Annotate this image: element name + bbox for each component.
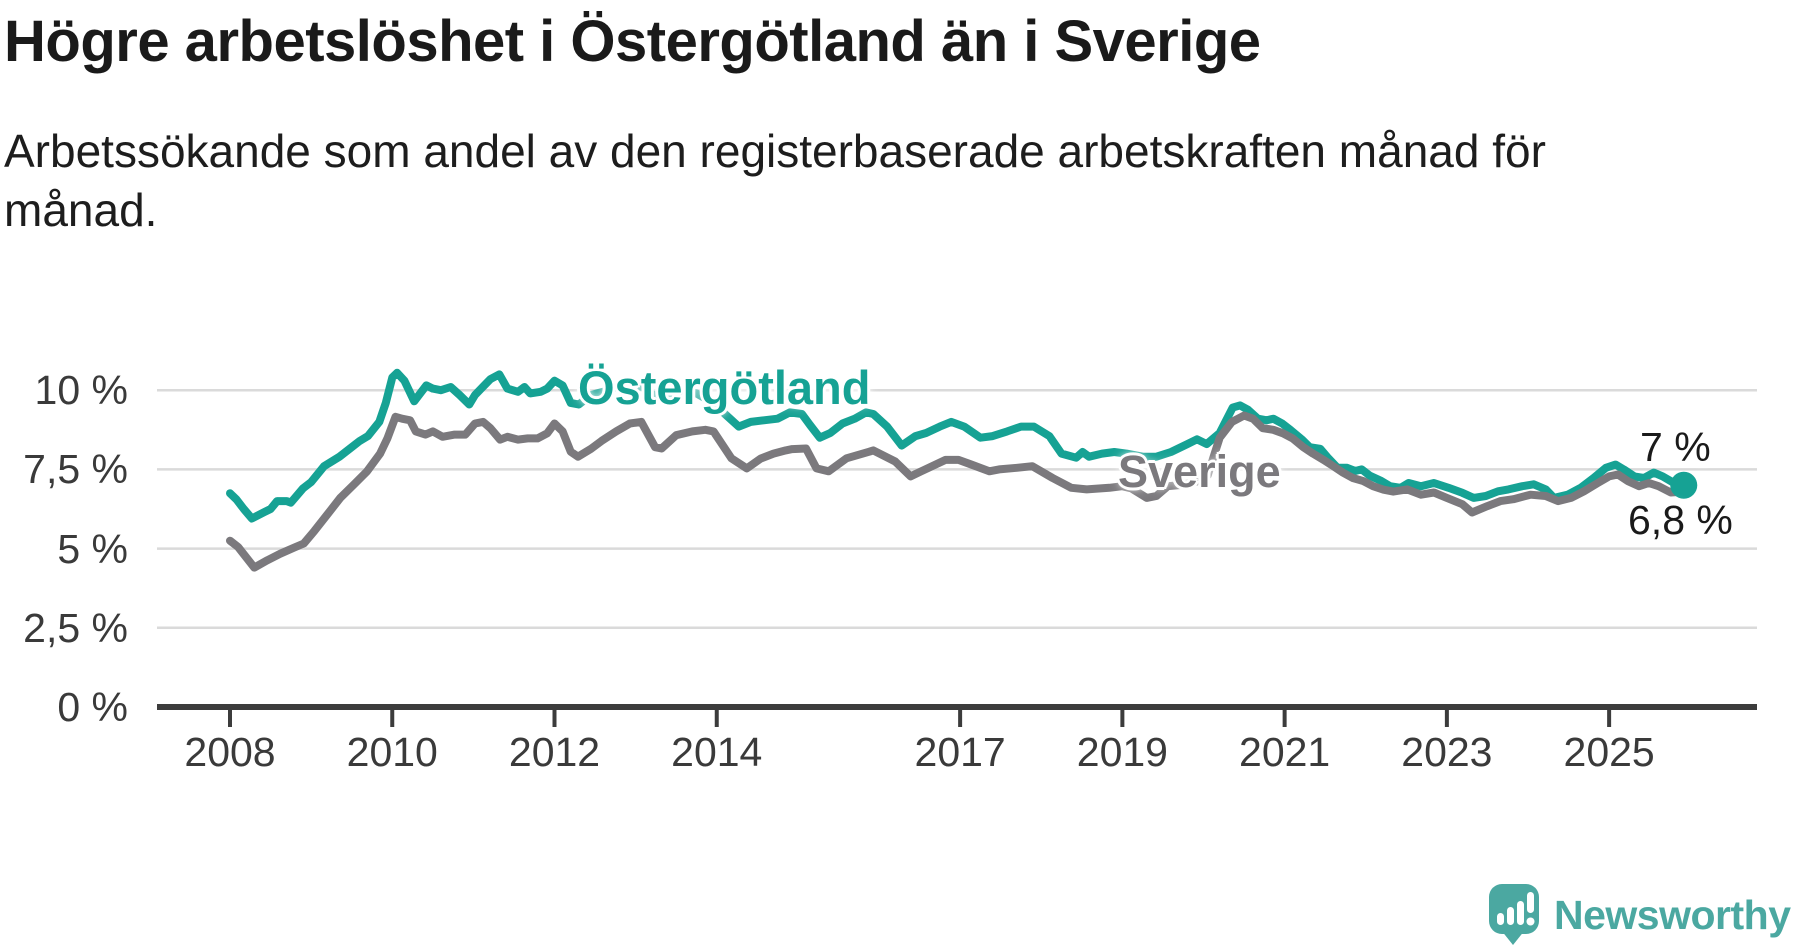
x-axis-tick-label: 2023 [1401, 729, 1493, 775]
newsworthy-logo: Newsworthy [1488, 884, 1791, 946]
end-value-label-sverige: 6,8 % [1628, 497, 1733, 543]
x-axis-tick-label: 2012 [508, 729, 601, 775]
x-axis-tick-label: 2010 [346, 729, 438, 775]
series-label-ostergotland: Östergötland [578, 361, 871, 414]
end-value-label-ostergotland: 7 % [1640, 424, 1711, 470]
y-axis-tick-label: 7,5 % [23, 446, 128, 493]
chart-subtitle: Arbetssökande som andel av den registerb… [4, 125, 1546, 236]
page-title: Högre arbetslöshet i Östergötland än i S… [4, 9, 1261, 74]
y-axis-tick-label: 10 % [34, 367, 128, 414]
x-axis-tick-label: 2014 [671, 729, 763, 775]
y-axis-tick-label: 5 % [57, 525, 128, 572]
speech-bubble-bar-chart-icon [1489, 884, 1539, 945]
x-axis-tick-label: 2019 [1076, 729, 1168, 775]
x-axis-tick-label: 2017 [914, 729, 1006, 775]
series-label-sverige: Sverige [1118, 446, 1281, 497]
y-axis-tick-label: 2,5 % [23, 604, 128, 651]
latest-value-dot [1670, 471, 1698, 499]
x-axis-tick-label: 2021 [1239, 729, 1331, 775]
brand-name: Newsworthy [1554, 891, 1791, 938]
y-axis-tick-label: 0 % [57, 684, 128, 730]
series-line-ostergotland [226, 368, 1688, 523]
series-line-sverige [226, 411, 1688, 572]
x-axis-tick-label: 2008 [184, 729, 276, 775]
x-axis-tick-label: 2025 [1563, 729, 1655, 775]
